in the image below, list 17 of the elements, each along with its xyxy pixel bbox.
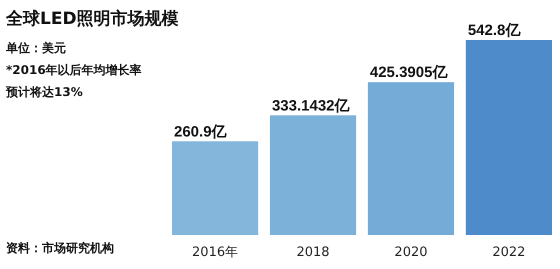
x-tick-label: 2018 xyxy=(296,245,330,260)
text: 预计将达13% xyxy=(5,85,83,99)
text: 资料：市场研究机构 xyxy=(6,241,114,255)
data-label: 425.3905亿 xyxy=(370,64,448,82)
data-label: 333.1432亿 xyxy=(272,97,350,114)
x-tick-label: 2016年 xyxy=(192,245,238,260)
bar xyxy=(270,115,356,235)
chart-title: 全球LED照明市场规模 xyxy=(5,9,179,29)
data-label: 542.8亿 xyxy=(468,22,522,39)
x-tick-label: 2022 xyxy=(492,245,526,260)
bar xyxy=(172,141,258,235)
text: *2016年以后年均增长率 xyxy=(6,63,142,77)
text: 单位：美元 xyxy=(5,41,66,55)
data-label: 260.9亿 xyxy=(174,123,228,140)
x-tick-label: 2020 xyxy=(394,245,428,260)
bar xyxy=(466,40,552,235)
bar xyxy=(368,82,454,235)
